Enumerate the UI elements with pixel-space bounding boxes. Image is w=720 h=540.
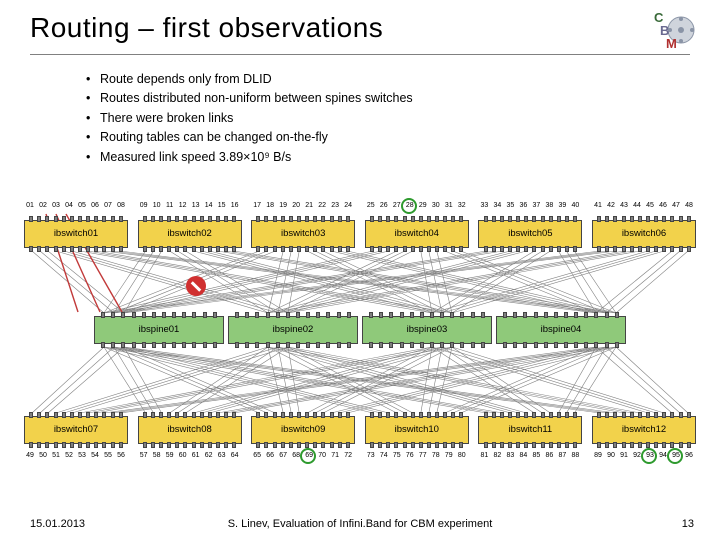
node-label: ibswitch07 — [54, 425, 98, 435]
node-label: ibswitch01 — [54, 229, 98, 239]
title-underline — [30, 54, 690, 55]
node-label: ibspine04 — [541, 325, 582, 335]
top-switch: ibswitch04 — [365, 220, 469, 248]
spine: ibspine01 — [94, 316, 224, 344]
node-label: ibswitch08 — [167, 425, 211, 435]
bullet-item: •Routes distributed non-uniform between … — [86, 89, 413, 108]
node-label: ibswitch12 — [622, 425, 666, 435]
top-switch: ibswitch01 — [24, 220, 128, 248]
svg-text:M: M — [666, 36, 677, 50]
footer-page: 13 — [682, 518, 694, 530]
node-label: ibspine02 — [273, 325, 314, 335]
node-label: ibspine01 — [139, 325, 180, 335]
top-switch: ibswitch06 — [592, 220, 696, 248]
bullet-item: •Routing tables can be changed on-the-fl… — [86, 128, 413, 147]
node-label: ibswitch02 — [167, 229, 211, 239]
node-label: ibswitch04 — [395, 229, 439, 239]
spine: ibspine03 — [362, 316, 492, 344]
topology-diagram: ibswitch01 ibswitch02 ibswitch03 ibswitch04… — [20, 184, 700, 494]
highlight-circle — [667, 448, 683, 464]
top-switch: ibswitch02 — [138, 220, 242, 248]
bot-switch: ibswitch10 — [365, 416, 469, 444]
node-label: ibswitch09 — [281, 425, 325, 435]
no-entry-icon — [186, 276, 206, 296]
top-switch: ibswitch03 — [251, 220, 355, 248]
port-numbers: 2526272829303132 — [365, 202, 469, 209]
bot-switch: ibswitch07 — [24, 416, 128, 444]
cbm-logo: C B M — [648, 10, 702, 50]
bullet-item: •There were broken links — [86, 109, 413, 128]
bot-switch: ibswitch12 — [592, 416, 696, 444]
bot-switch: ibswitch09 — [251, 416, 355, 444]
highlight-circle — [300, 448, 316, 464]
port-numbers: 5758596061626364 — [138, 452, 242, 459]
bullet-item: •Route depends only from DLID — [86, 70, 413, 89]
port-numbers: 0102030405060708 — [24, 202, 128, 209]
bullet-list: •Route depends only from DLID•Routes dis… — [86, 70, 413, 167]
port-numbers: 8182838485868788 — [478, 452, 582, 459]
port-numbers: 7374757677787980 — [365, 452, 469, 459]
top-switch: ibswitch05 — [478, 220, 582, 248]
port-numbers: 4142434445464748 — [592, 202, 696, 209]
bullet-item: •Measured link speed 3.89×10⁹ B/s — [86, 148, 413, 167]
node-label: ibswitch06 — [622, 229, 666, 239]
footer-center: S. Linev, Evaluation of Infini.Band for … — [0, 518, 720, 530]
port-numbers: 4950515253545556 — [24, 452, 128, 459]
node-label: ibswitch05 — [508, 229, 552, 239]
bot-switch: ibswitch08 — [138, 416, 242, 444]
spine: ibspine02 — [228, 316, 358, 344]
highlight-circle — [641, 448, 657, 464]
port-numbers: 0910111213141516 — [138, 202, 242, 209]
node-label: ibspine03 — [407, 325, 448, 335]
highlight-circle — [401, 198, 417, 214]
node-label: ibswitch11 — [509, 425, 553, 435]
spine: ibspine04 — [496, 316, 626, 344]
port-numbers: 3334353637383940 — [478, 202, 582, 209]
node-label: ibswitch03 — [281, 229, 325, 239]
node-label: ibswitch10 — [395, 425, 439, 435]
slide-title: Routing – first observations — [30, 12, 383, 44]
bot-switch: ibswitch11 — [478, 416, 582, 444]
port-numbers: 1718192021222324 — [251, 202, 355, 209]
